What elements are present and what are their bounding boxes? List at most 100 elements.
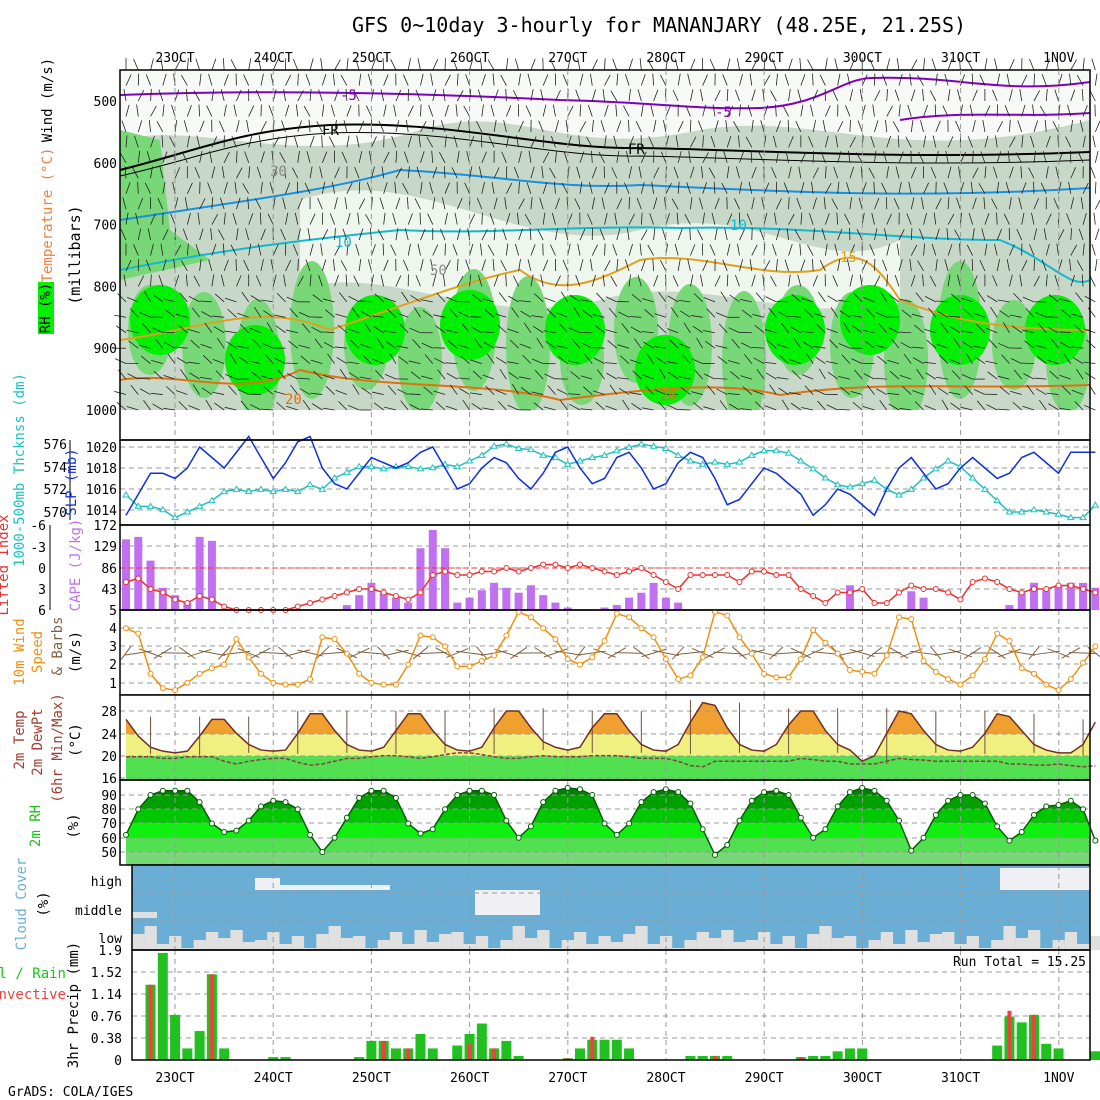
wind-barb (321, 229, 329, 241)
low-cloud-gap (905, 930, 918, 950)
wind-barb (562, 259, 569, 272)
wind-barb (541, 166, 544, 179)
wind-barb (382, 58, 385, 71)
wind-barb (647, 244, 654, 256)
wind-barb (163, 298, 176, 303)
wind-barb (696, 337, 704, 349)
wind-barb (628, 119, 630, 132)
wind-barb (751, 89, 756, 102)
lifted-index-line-point (871, 600, 878, 606)
wind-barb (996, 73, 1001, 86)
wind-barb (223, 212, 226, 225)
wind-barb (641, 407, 654, 411)
low-cloud-gap (942, 932, 955, 950)
wind-barb (715, 378, 728, 380)
wind-barb (612, 58, 618, 71)
wind-barb (199, 150, 203, 163)
wind-barb (788, 213, 795, 225)
wind-barb (947, 136, 954, 148)
cape-bar (207, 540, 216, 610)
wind-barb (830, 307, 838, 318)
thickness-line-point (821, 474, 830, 481)
wind-barb (238, 356, 249, 364)
wind-barb (208, 73, 213, 86)
cape-bar (404, 602, 413, 610)
wind-barb (726, 274, 729, 287)
wind-barb (567, 213, 573, 225)
lifted-index-line-point (1030, 586, 1037, 592)
wind-speed-line-point (417, 632, 424, 639)
wind-barb (390, 244, 397, 256)
thickness-line-point (846, 483, 854, 490)
wind-barb (869, 244, 875, 256)
contour-label: FR (322, 123, 339, 139)
wind-speed-line-point (797, 656, 804, 663)
wind-barb (413, 306, 421, 318)
wind-barb (138, 344, 151, 349)
wind-barb (232, 213, 237, 225)
wind-barb (610, 90, 618, 102)
wind-barb (716, 312, 728, 318)
wind-barb (371, 136, 377, 148)
wind-barb (211, 136, 218, 148)
wind-barb (550, 244, 556, 256)
wind-barb (538, 120, 544, 133)
low-cloud-gap (132, 934, 145, 950)
date-label-bottom: 30OCT (843, 1071, 882, 1086)
wind-speed-line-point (699, 654, 706, 661)
wind-barb (1019, 274, 1023, 287)
wind-barb (158, 274, 164, 287)
wind-barb (127, 373, 139, 380)
wind-barb (702, 135, 704, 148)
thickness-tick: 576 (44, 438, 67, 453)
precip-tick: 1.14 (91, 988, 122, 1003)
wind-speed-line-point (822, 639, 829, 646)
wind-barb (1033, 73, 1036, 86)
wind-barb (886, 135, 892, 148)
wind-barb (917, 74, 924, 86)
wind-barb (260, 228, 266, 241)
wind-barb (737, 58, 740, 71)
wind-barb (636, 197, 642, 210)
wind-barb (505, 243, 509, 256)
wind-barb (834, 58, 839, 71)
wind-barb (640, 151, 647, 163)
wind-barb (819, 74, 826, 86)
wind-barb (158, 89, 164, 102)
wind-barb (871, 212, 875, 225)
wind-barb (790, 326, 802, 334)
cape-bar (477, 590, 486, 610)
wind-barb-10m (705, 647, 725, 659)
wind-barb (726, 243, 731, 256)
wind-barb (1066, 213, 1072, 225)
wind-barb (684, 213, 691, 225)
wind-speed-line-point (527, 614, 534, 621)
wind-barb (567, 135, 572, 148)
wind-barb (609, 384, 618, 395)
wind-barb (505, 213, 511, 225)
wind-barb-10m (1069, 652, 1098, 654)
wind-barb (702, 182, 707, 194)
thickness-line-point (919, 474, 928, 481)
rh-line-point (356, 794, 363, 801)
wind-barb (146, 151, 151, 163)
wind-barb (554, 181, 556, 194)
low-cloud-gap (156, 944, 170, 950)
wind-barb (628, 166, 632, 179)
cape-bar (625, 597, 634, 610)
wind-barb (199, 120, 205, 133)
wind-barb (812, 228, 815, 241)
wind-barb (654, 313, 667, 318)
wind-barb (137, 150, 141, 163)
legend-wind: Wind (m/s) (40, 58, 56, 142)
wind-barb (622, 399, 630, 411)
wind-barb (911, 313, 924, 318)
wind-barb (285, 259, 292, 272)
wind-barb (861, 104, 866, 117)
low-cloud-gap (1040, 948, 1053, 950)
wind-barb (633, 338, 642, 349)
wind-barb (134, 135, 139, 148)
wind-barb (961, 374, 973, 380)
wind-speed-line-point (810, 627, 817, 634)
rh-line-point (147, 792, 154, 798)
